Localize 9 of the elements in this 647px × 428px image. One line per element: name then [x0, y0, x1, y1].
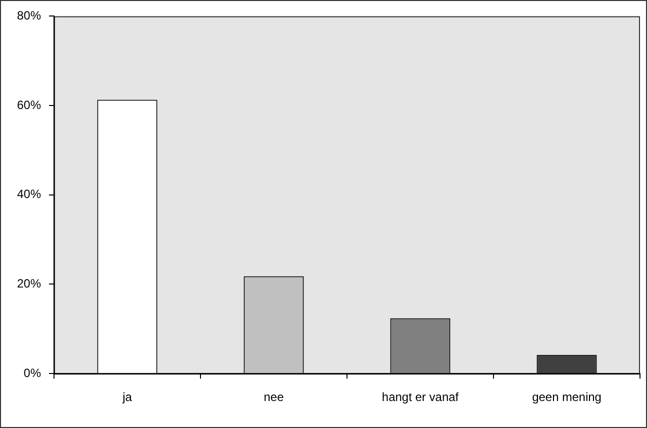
y-tick-label: 40% [16, 187, 42, 202]
y-tick-label: 60% [16, 98, 42, 112]
x-tick-label: hangt er vanaf [382, 390, 460, 404]
x-tick-label: nee [264, 390, 284, 404]
x-tick-label: ja [122, 390, 132, 404]
x-tick-label: geen mening [532, 390, 602, 404]
y-tick-label: 20% [16, 276, 42, 291]
y-tick-label: 0% [24, 366, 42, 380]
y-tick-label: 80% [16, 8, 42, 23]
